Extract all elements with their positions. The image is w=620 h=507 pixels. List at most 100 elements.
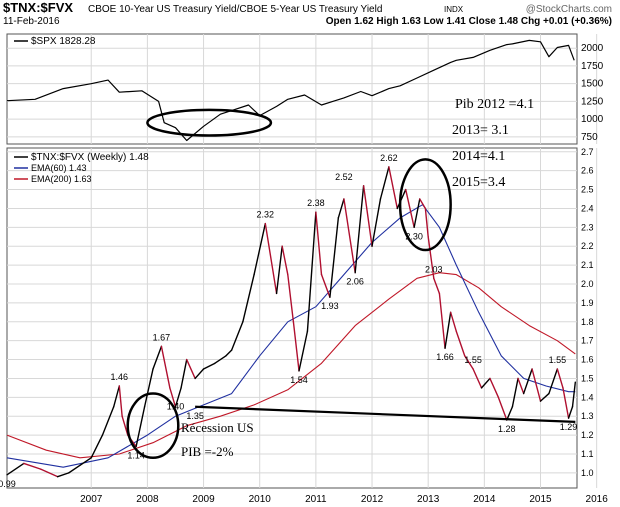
spx-legend: $SPX 1828.28 [31,36,96,47]
ratio-segment [23,462,42,470]
ratio-segment [522,368,533,395]
lower-y-tick-label: 2.5 [581,185,594,195]
ratio-segment [438,292,446,349]
ratio-segment [548,368,559,395]
ratio-segment [101,406,115,436]
ratio-segment [531,368,542,402]
ratio-segment [315,211,323,276]
ratio-segment [225,349,233,357]
ratio-segment [556,368,564,389]
ratio-segment [320,273,331,298]
ratio-segment [497,396,508,421]
price-label: 1.55 [464,355,482,365]
ratio-segment [79,457,92,467]
gdp-line-2015: 2015=3.4 [452,175,505,190]
lower-y-tick-label: 1.4 [581,392,594,402]
ratio-segment [242,273,255,323]
price-label: 1.54 [290,375,308,385]
ratio-segment [169,387,177,408]
ratio-segment [539,392,550,402]
ratio-segment [343,198,356,274]
ratio-segment [230,321,244,351]
ratio-segment [329,217,340,298]
gdp-line-2013: 2013= 3.1 [452,123,509,138]
lower-y-tick-label: 1.6 [581,355,594,365]
ema60-legend: EMA(60) 1.43 [31,163,87,173]
lower-y-tick-label: 2.3 [581,222,594,232]
ratio-segment [449,311,457,332]
ratio-segment [56,472,70,478]
price-label: 2.38 [307,198,325,208]
lower-legend: $TNX:$FVX (Weekly) 1.48 EMA(60) 1.43 EMA… [14,152,149,184]
x-tick-label: 2009 [192,494,215,505]
upper-y-tick-label: 1500 [581,79,604,90]
lower-y-tick-label: 1.7 [581,336,594,346]
price-label: 1.40 [167,401,185,411]
ratio-segment [253,222,267,276]
ratio-segment [424,207,429,238]
price-label: 1.66 [436,352,454,362]
lower-y-tick-label: 1.8 [581,317,594,327]
x-tick-label: 2014 [473,494,496,505]
price-label: 1.14 [127,450,145,460]
ratio-segment [433,277,441,295]
ratio-segment [39,468,59,478]
ratio-segment [511,377,519,408]
price-label: 0.99 [0,479,16,489]
x-tick-label: 2008 [136,494,159,505]
ratio-segment [405,188,415,229]
lower-y-tick-label: 1.9 [581,298,594,308]
upper-legend: $SPX 1828.28 [14,36,96,47]
ratio-segment [362,185,373,247]
ratio-segment [444,311,452,349]
ema60-line [6,204,576,468]
ratio-segment [160,345,171,389]
ratio-segment [135,406,146,448]
recession-label: Récession US [181,420,254,435]
highlight-ellipse [146,108,273,137]
price-label: 2.30 [405,231,423,241]
lower-y-tick-label: 1.5 [581,373,594,383]
recession-annotation: Récession US PIB =-2% [181,420,254,459]
ratio-segment [419,198,427,210]
ratio-segment [506,406,514,421]
ratio-segment [571,381,577,408]
ratio-segment [562,387,570,419]
lower-y-tick-label: 2.6 [581,166,594,176]
price-label: 1.93 [321,301,339,311]
lower-y-tick-label: 2.4 [581,203,594,213]
x-tick-label: 2010 [249,494,272,505]
x-tick-label: 2011 [305,494,327,505]
lower-y-tick-label: 2.7 [581,147,594,157]
lower-panel-frame [6,147,578,489]
lower-y-tick-label: 1.0 [581,468,594,478]
lower-y-tick-label: 1.1 [581,449,594,459]
ratio-segment [194,368,205,380]
chart-source: @StockCharts.com [526,4,612,15]
price-label: 1.35 [186,411,204,421]
price-label: 2.62 [380,153,398,163]
upper-y-tick-label: 1250 [581,96,604,107]
price-label: 1.29 [560,422,578,432]
price-label: 2.32 [257,210,275,220]
ratio-segment [354,185,365,274]
upper-y-tick-label: 750 [581,132,598,143]
ratio-segment [287,273,295,323]
ratio-segment [180,358,188,389]
x-tick-label: 2007 [80,494,103,505]
price-label: 1.67 [153,332,171,342]
ratio-segment [90,434,104,459]
price-label: 1.46 [111,372,129,382]
gdp-annotation: Pib 2012 =4.1 2013= 3.1 2014=4.1 2015=3.… [452,97,534,190]
ratio-segment [371,198,382,247]
ratio-segment [413,198,421,229]
x-tick-label: 2016 [586,494,609,505]
chart-symbol: $TNX:$FVX [3,0,73,15]
ratio-segment [427,236,435,280]
highlight-ellipse [398,158,452,252]
ratio-segment [68,464,81,474]
chart-header: $TNX:$FVX CBOE 10-Year US Treasury Yield… [3,0,612,27]
ratio-segment [275,245,283,295]
ratio-segment [152,345,163,370]
chart-exchange: INDX [444,5,464,14]
